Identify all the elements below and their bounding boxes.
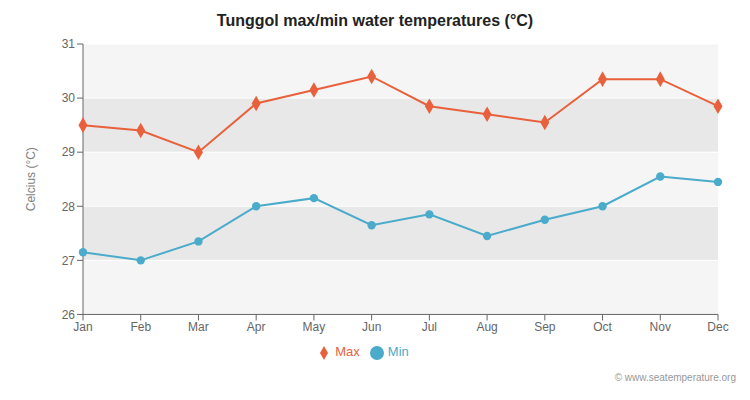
svg-text:Nov: Nov	[650, 320, 671, 334]
html-text:Min: Min	[387, 344, 409, 360]
svg-text:Mar: Mar	[188, 320, 209, 334]
svg-text:30: 30	[62, 91, 76, 105]
html-text:© www.seatemperature.org: © www.seatemperature.org	[614, 372, 736, 383]
svg-text:Jan: Jan	[73, 320, 92, 334]
svg-text:31: 31	[62, 37, 76, 51]
svg-text:Feb: Feb	[130, 320, 151, 334]
svg-text:29: 29	[62, 145, 76, 159]
svg-text:28: 28	[62, 200, 76, 214]
svg-text:Jun: Jun	[362, 320, 381, 334]
svg-text:Apr: Apr	[247, 320, 266, 334]
svg-text:Sep: Sep	[534, 320, 556, 334]
html-text:Max: Max	[335, 344, 360, 360]
svg-text:Celcius (°C): Celcius (°C)	[24, 147, 38, 211]
svg-text:Oct: Oct	[593, 320, 612, 334]
svg-text:26: 26	[62, 308, 76, 322]
svg-text:Aug: Aug	[476, 320, 497, 334]
svg-text:May: May	[303, 320, 326, 334]
svg-text:27: 27	[62, 254, 76, 268]
html-text:Tunggol max/min water temperat: Tunggol max/min water temperatures (°C)	[216, 12, 534, 29]
svg-text:Jul: Jul	[422, 320, 437, 334]
svg-text:Dec: Dec	[707, 320, 728, 334]
